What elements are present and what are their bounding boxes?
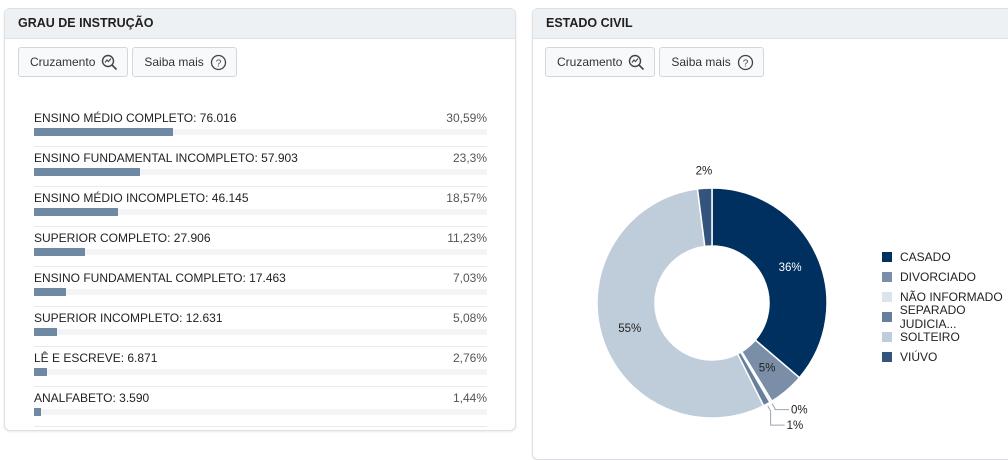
education-row[interactable]: ENSINO FUNDAMENTAL COMPLETO: 17.463 7,03%: [34, 267, 487, 307]
legend-item[interactable]: NÃO INFORMADO: [882, 287, 1008, 307]
education-row-percent: 5,08%: [452, 311, 487, 325]
education-info-button[interactable]: Saiba mais ?: [132, 47, 237, 77]
donut-slice-label: 1%: [787, 420, 804, 432]
education-row[interactable]: SUPERIOR COMPLETO: 27.906 11,23%: [34, 227, 487, 267]
education-panel-title: GRAU DE INSTRUÇÃO: [5, 9, 515, 39]
donut-slice[interactable]: [596, 188, 765, 419]
legend-label: NÃO INFORMADO: [900, 290, 1003, 304]
education-bar: [34, 408, 41, 416]
education-row-label: ENSINO FUNDAMENTAL COMPLETO: 17.463: [34, 271, 286, 285]
donut-slice[interactable]: [711, 187, 828, 379]
education-row-percent: 30,59%: [446, 111, 487, 125]
education-row[interactable]: ENSINO MÉDIO INCOMPLETO: 46.145 18,57%: [34, 187, 487, 227]
marital-donut-chart: 36% 5% 0% 1% 55% 2%: [596, 165, 828, 432]
legend-swatch: [882, 312, 892, 322]
education-row-label: LÊ E ESCREVE: 6.871: [34, 351, 158, 365]
education-bar-track: [34, 208, 487, 216]
legend-swatch: [882, 352, 892, 362]
education-row[interactable]: ENSINO FUNDAMENTAL INCOMPLETO: 57.903 23,…: [34, 147, 487, 187]
education-row-percent: 18,57%: [446, 191, 487, 205]
education-panel: GRAU DE INSTRUÇÃO Cruzamento Saiba mais …: [4, 8, 516, 431]
education-row-percent: 2,76%: [452, 351, 487, 365]
education-bar-track: [34, 168, 487, 176]
donut-leader-line: [767, 405, 785, 426]
cross-button-label: Cruzamento: [557, 55, 623, 69]
donut-slice[interactable]: [696, 187, 713, 248]
education-row[interactable]: LÊ E ESCREVE: 6.871 2,76%: [34, 347, 487, 387]
legend-swatch: [882, 292, 892, 302]
marital-info-button[interactable]: Saiba mais ?: [659, 47, 764, 77]
donut-slice-label: 55%: [618, 323, 641, 335]
donut-slice-label: 0%: [791, 405, 808, 417]
education-list: ENSINO MÉDIO COMPLETO: 76.016 30,59% ENSIN…: [34, 107, 487, 427]
legend-item[interactable]: CASADO: [882, 247, 1008, 267]
marital-cross-button[interactable]: Cruzamento: [545, 47, 656, 77]
education-bar-track: [34, 128, 487, 136]
marital-toolbar: Cruzamento Saiba mais ?: [545, 47, 764, 77]
education-bar: [34, 168, 140, 176]
education-row-label: SUPERIOR INCOMPLETO: 12.631: [34, 311, 223, 325]
legend-swatch: [882, 332, 892, 342]
education-row-label: ENSINO MÉDIO COMPLETO: 76.016: [34, 111, 237, 125]
education-bar-track: [34, 408, 487, 416]
education-row-percent: 23,3%: [452, 151, 487, 165]
education-toolbar: Cruzamento Saiba mais ?: [18, 47, 237, 77]
cross-button-label: Cruzamento: [30, 55, 96, 69]
svg-text:?: ?: [742, 58, 748, 69]
education-row-label: ANALFABETO: 3.590: [34, 391, 150, 405]
education-bar-track: [34, 368, 487, 376]
marital-legend: CASADO DIVORCIADO NÃO INFORMADO SEPARADO JU…: [882, 247, 1008, 367]
education-row[interactable]: ANALFABETO: 3.590 1,44%: [34, 387, 487, 427]
education-row-label: ENSINO FUNDAMENTAL INCOMPLETO: 57.903: [34, 151, 298, 165]
legend-item[interactable]: VIÚVO: [882, 347, 1008, 367]
legend-item[interactable]: SEPARADO JUDICIA...: [882, 303, 1008, 331]
education-bar: [34, 248, 85, 256]
legend-label: CASADO: [900, 250, 951, 264]
donut-leader-line: [771, 403, 790, 411]
education-bar: [34, 328, 57, 336]
question-circle-icon: ?: [210, 54, 226, 70]
marital-status-panel: ESTADO CIVIL Cruzamento Saiba mais ? 36%…: [532, 8, 1008, 460]
education-row-percent: 1,44%: [452, 391, 487, 405]
education-bar: [34, 368, 47, 376]
education-bar: [34, 128, 173, 136]
info-button-label: Saiba mais: [144, 55, 204, 69]
legend-item[interactable]: DIVORCIADO: [882, 267, 1008, 287]
education-cross-button[interactable]: Cruzamento: [18, 47, 129, 77]
education-bar-track: [34, 328, 487, 336]
info-button-label: Saiba mais: [671, 55, 731, 69]
donut-slice-label: 5%: [759, 363, 776, 375]
chart-search-icon: [629, 54, 645, 70]
svg-text:?: ?: [215, 58, 221, 69]
education-row[interactable]: ENSINO MÉDIO COMPLETO: 76.016 30,59%: [34, 107, 487, 147]
education-bar-track: [34, 248, 487, 256]
education-bar-track: [34, 288, 487, 296]
education-bar: [34, 288, 66, 296]
legend-label: DIVORCIADO: [900, 270, 977, 284]
education-bar: [34, 208, 119, 216]
education-row[interactable]: SUPERIOR INCOMPLETO: 12.631 5,08%: [34, 307, 487, 347]
legend-label: SEPARADO JUDICIA...: [899, 303, 966, 331]
legend-label: SOLTEIRO: [900, 330, 960, 344]
marital-panel-title: ESTADO CIVIL: [533, 9, 1008, 39]
education-row-percent: 11,23%: [447, 231, 487, 245]
education-row-label: SUPERIOR COMPLETO: 27.906: [34, 231, 211, 245]
legend-item[interactable]: SOLTEIRO: [882, 327, 1008, 347]
education-row-percent: 7,03%: [452, 271, 487, 285]
legend-swatch: [882, 272, 892, 282]
legend-swatch: [882, 252, 892, 262]
question-circle-icon: ?: [737, 54, 753, 70]
legend-label: VIÚVO: [900, 350, 938, 364]
chart-search-icon: [102, 54, 118, 70]
education-row-label: ENSINO MÉDIO INCOMPLETO: 46.145: [34, 191, 249, 205]
donut-slice-label: 2%: [696, 165, 713, 177]
donut-slice-label: 36%: [779, 262, 802, 274]
